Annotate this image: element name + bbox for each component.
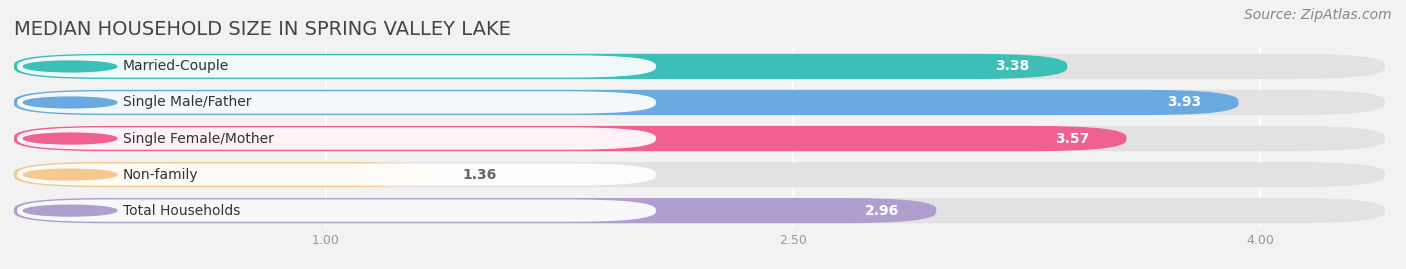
Text: Single Male/Father: Single Male/Father xyxy=(124,95,252,109)
FancyBboxPatch shape xyxy=(14,90,1385,115)
Text: 3.93: 3.93 xyxy=(1167,95,1201,109)
FancyBboxPatch shape xyxy=(14,54,1067,79)
FancyBboxPatch shape xyxy=(14,90,1239,115)
Circle shape xyxy=(24,97,117,108)
Text: Source: ZipAtlas.com: Source: ZipAtlas.com xyxy=(1244,8,1392,22)
Text: 2.96: 2.96 xyxy=(865,204,898,218)
FancyBboxPatch shape xyxy=(17,163,655,186)
FancyBboxPatch shape xyxy=(14,126,1126,151)
FancyBboxPatch shape xyxy=(14,198,936,223)
Circle shape xyxy=(24,61,117,72)
FancyBboxPatch shape xyxy=(14,162,1385,187)
FancyBboxPatch shape xyxy=(17,55,655,78)
FancyBboxPatch shape xyxy=(14,54,1385,79)
Text: Non-family: Non-family xyxy=(124,168,198,182)
Circle shape xyxy=(24,205,117,216)
Text: Total Households: Total Households xyxy=(124,204,240,218)
FancyBboxPatch shape xyxy=(17,127,655,150)
Text: 1.36: 1.36 xyxy=(463,168,496,182)
Circle shape xyxy=(24,169,117,180)
Text: 3.38: 3.38 xyxy=(995,59,1029,73)
FancyBboxPatch shape xyxy=(14,126,1385,151)
Text: MEDIAN HOUSEHOLD SIZE IN SPRING VALLEY LAKE: MEDIAN HOUSEHOLD SIZE IN SPRING VALLEY L… xyxy=(14,20,510,38)
Text: 3.57: 3.57 xyxy=(1054,132,1088,146)
FancyBboxPatch shape xyxy=(14,198,1385,223)
Circle shape xyxy=(24,133,117,144)
Text: Single Female/Mother: Single Female/Mother xyxy=(124,132,274,146)
Text: Married-Couple: Married-Couple xyxy=(124,59,229,73)
FancyBboxPatch shape xyxy=(14,162,437,187)
FancyBboxPatch shape xyxy=(17,199,655,222)
FancyBboxPatch shape xyxy=(17,91,655,114)
